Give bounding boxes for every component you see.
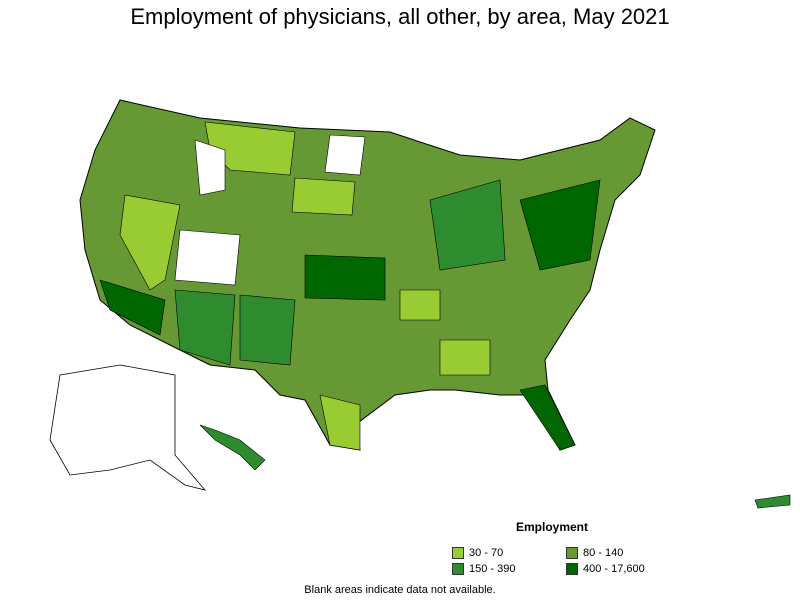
utah-blank-region — [174, 229, 241, 286]
north-dakota-blank — [324, 134, 366, 176]
alaska — [49, 364, 207, 491]
legend-swatch — [566, 547, 578, 559]
footnote: Blank areas indicate data not available. — [304, 584, 496, 596]
legend-item-400-17600: 400 - 17,600 — [566, 563, 645, 575]
florida-region — [519, 384, 576, 451]
east-coast-region — [519, 179, 601, 271]
legend-swatch — [452, 547, 464, 559]
legend-label: 80 - 140 — [583, 547, 624, 559]
mississippi-region — [439, 339, 491, 376]
legend-label: 150 - 390 — [469, 563, 516, 575]
puerto-rico — [754, 494, 791, 509]
texas-gulf-region — [319, 394, 361, 451]
nevada-region — [119, 194, 181, 291]
legend-item-30-70: 30 - 70 — [452, 547, 503, 559]
new-mexico-region — [239, 294, 296, 366]
idaho-blank-region — [194, 139, 226, 196]
hawaii — [199, 424, 266, 471]
map-title: Employment of physicians, all other, by … — [130, 4, 670, 29]
legend-swatch — [452, 563, 464, 575]
legend-item-80-140: 80 - 140 — [566, 547, 623, 559]
kansas-region — [304, 254, 386, 301]
midwest-region — [429, 179, 506, 271]
legend-label: 400 - 17,600 — [583, 563, 645, 575]
legend-swatch — [566, 563, 578, 575]
arkansas-region — [399, 289, 441, 321]
southern-california-region — [99, 279, 166, 336]
legend-item-150-390: 150 - 390 — [452, 563, 515, 575]
arizona-region — [174, 289, 236, 366]
legend-title: Employment — [516, 520, 589, 534]
legend-label: 30 - 70 — [469, 547, 504, 559]
south-dakota-region — [291, 177, 356, 216]
